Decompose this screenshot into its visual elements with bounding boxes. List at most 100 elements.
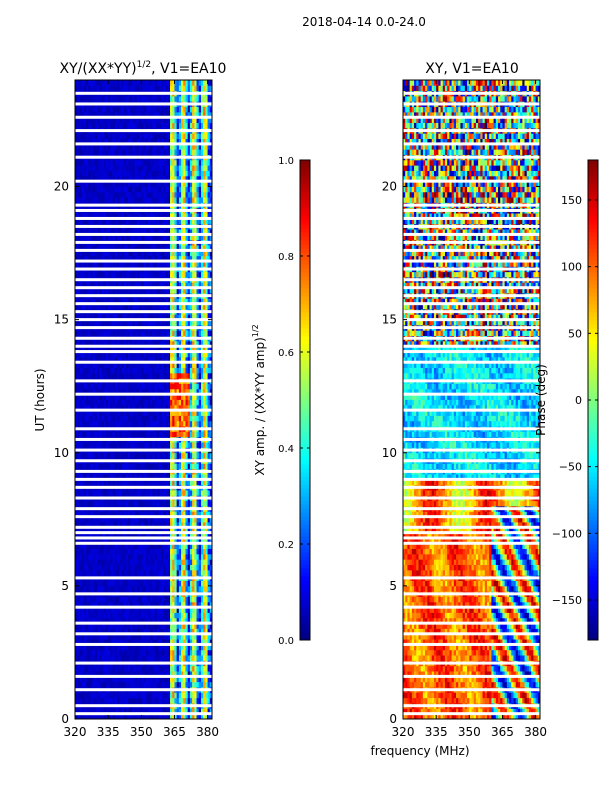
heatmap-cell — [101, 399, 105, 406]
heatmap-cell — [103, 383, 107, 390]
heatmap-cell — [156, 431, 160, 438]
heatmap-cell — [101, 452, 105, 459]
heatmap-cell — [176, 708, 180, 715]
heatmap-cell — [205, 410, 208, 416]
heatmap-cell — [128, 617, 131, 624]
heatmap-cell — [97, 479, 100, 486]
heatmap-cell — [187, 532, 191, 539]
heatmap-cell — [165, 452, 169, 459]
heatmap-cell — [200, 474, 204, 480]
heatmap-cell — [77, 516, 80, 523]
heatmap-cell — [176, 431, 180, 438]
heatmap-cell — [196, 607, 200, 613]
heatmap-cell — [174, 431, 178, 438]
heatmap-cell — [143, 516, 147, 523]
heatmap-cell — [158, 697, 162, 704]
heatmap-cell — [86, 490, 89, 496]
heatmap-cell — [108, 665, 111, 672]
heatmap-cell — [183, 410, 186, 416]
heatmap-cell — [185, 601, 189, 608]
heatmap-cell — [183, 607, 186, 613]
heatmap-cell — [79, 543, 83, 549]
heatmap-cell — [145, 410, 149, 416]
heatmap-cell — [92, 601, 96, 608]
heatmap-cell — [194, 671, 197, 677]
heatmap-cell — [79, 559, 83, 565]
heatmap-cell — [150, 633, 153, 640]
heatmap-cell — [119, 697, 122, 704]
heatmap-cell — [103, 644, 107, 651]
heatmap-cell — [101, 527, 105, 534]
heatmap-cell — [187, 463, 191, 470]
heatmap-cell — [187, 420, 191, 427]
heatmap-cell — [203, 452, 206, 459]
heatmap-cell — [101, 463, 105, 470]
heatmap-cell — [86, 521, 89, 528]
heatmap-cell — [200, 697, 204, 704]
heatmap-cell — [205, 415, 208, 422]
heatmap-cell — [119, 607, 122, 613]
heatmap-cell — [99, 697, 102, 704]
heatmap-cell — [161, 649, 164, 656]
heatmap-cell — [158, 410, 162, 416]
heatmap-cell — [114, 623, 118, 629]
heatmap-cell — [136, 628, 140, 635]
heatmap-cell — [121, 516, 125, 523]
heatmap-cell — [181, 596, 184, 603]
heatmap-cell — [185, 404, 189, 411]
heatmap-cell — [97, 713, 100, 720]
heatmap-cell — [189, 612, 193, 619]
heatmap-cell — [119, 671, 122, 677]
heatmap-cell — [94, 543, 98, 549]
heatmap-cell — [143, 644, 147, 651]
heatmap-cell — [192, 420, 195, 427]
heatmap-cell — [189, 553, 193, 560]
heatmap-cell — [97, 543, 100, 549]
heatmap-cell — [77, 463, 80, 470]
heatmap-cell — [145, 521, 149, 528]
heatmap-cell — [165, 516, 169, 523]
heatmap-cell — [121, 543, 125, 549]
heatmap-cell — [83, 490, 87, 496]
heatmap-cell — [132, 500, 136, 507]
heatmap-cell — [105, 633, 109, 640]
heatmap-cell — [189, 463, 193, 470]
heatmap-cell — [209, 681, 213, 688]
heatmap-cell — [90, 649, 94, 656]
heatmap-cell — [154, 452, 158, 459]
heatmap-cell — [200, 537, 204, 544]
heatmap-cell — [205, 649, 208, 656]
heatmap-cell — [152, 532, 155, 539]
heatmap-cell — [114, 415, 118, 422]
heatmap-cell — [77, 623, 80, 629]
heatmap-cell — [75, 500, 78, 507]
heatmap-cell — [108, 394, 111, 400]
heatmap-cell — [183, 633, 186, 640]
heatmap-cell — [187, 580, 191, 587]
heatmap-cell — [192, 399, 195, 406]
heatmap-cell — [194, 399, 197, 406]
heatmap-cell — [128, 612, 131, 619]
heatmap-cell — [145, 383, 149, 390]
heatmap-cell — [181, 474, 184, 480]
heatmap-cell — [132, 633, 136, 640]
heatmap-cell — [132, 559, 136, 565]
heatmap-cell — [183, 442, 186, 448]
heatmap-cell — [203, 676, 206, 683]
heatmap-cell — [161, 479, 164, 486]
heatmap-cell — [134, 511, 138, 518]
heatmap-cell — [103, 585, 107, 592]
heatmap-cell — [185, 388, 189, 395]
heatmap-cell — [81, 569, 85, 576]
heatmap-cell — [99, 452, 102, 459]
heatmap-cell — [110, 431, 113, 438]
heatmap-cell — [105, 383, 109, 390]
heatmap-cell — [192, 527, 195, 534]
heatmap-cell — [125, 628, 129, 635]
heatmap-cell — [103, 500, 107, 507]
heatmap-cell — [83, 708, 87, 715]
heatmap-cell — [121, 394, 125, 400]
heatmap-cell — [86, 569, 89, 576]
heatmap-cell — [86, 697, 89, 704]
heatmap-cell — [163, 585, 166, 592]
